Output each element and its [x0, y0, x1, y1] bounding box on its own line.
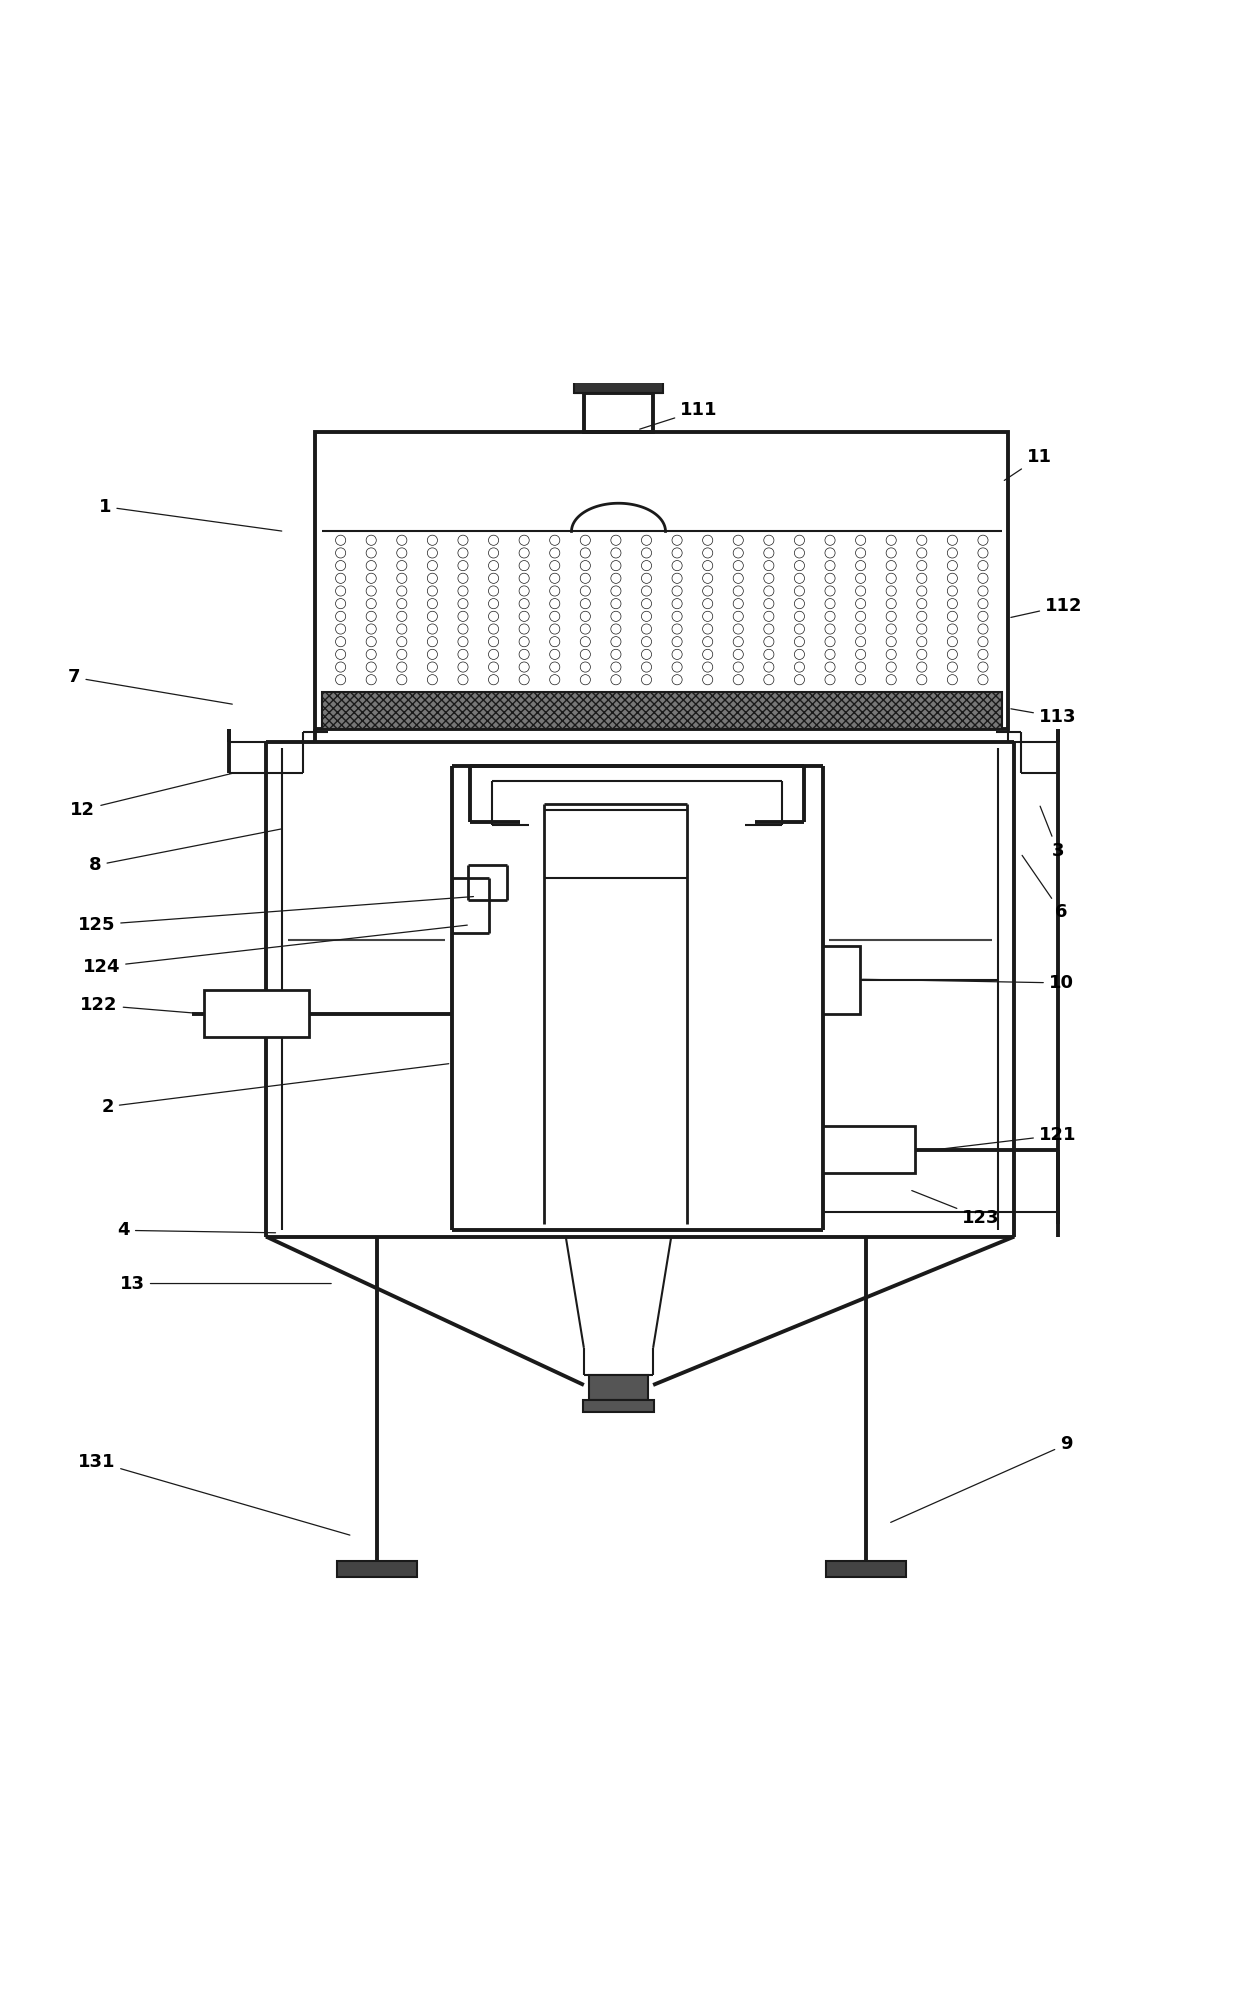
Text: 1: 1	[99, 497, 282, 531]
Text: 124: 124	[83, 925, 468, 975]
Text: 121: 121	[936, 1126, 1076, 1150]
Text: 122: 122	[80, 995, 202, 1014]
Text: 6: 6	[1022, 855, 1068, 921]
Bar	[584, 393, 653, 433]
Text: 3: 3	[1040, 805, 1064, 859]
Text: 13: 13	[120, 1274, 332, 1292]
Bar	[583, 1400, 654, 1412]
Text: 4: 4	[118, 1222, 276, 1240]
Text: 11: 11	[1004, 449, 1051, 481]
Text: 8: 8	[89, 829, 282, 875]
Bar	[574, 381, 663, 393]
Bar	[823, 1126, 915, 1174]
Text: 7: 7	[68, 669, 233, 705]
Bar	[315, 433, 1008, 729]
Bar	[823, 945, 860, 1014]
Text: 123: 123	[912, 1190, 999, 1228]
Text: 131: 131	[78, 1452, 350, 1534]
Text: 10: 10	[862, 973, 1074, 991]
Text: 112: 112	[1011, 597, 1082, 617]
Text: 125: 125	[78, 897, 474, 933]
Text: 2: 2	[101, 1064, 449, 1116]
Bar	[589, 1376, 648, 1400]
Text: 12: 12	[71, 773, 233, 819]
Bar	[204, 989, 309, 1038]
Bar	[322, 693, 1002, 729]
Text: 113: 113	[1011, 707, 1076, 725]
Text: 9: 9	[891, 1436, 1072, 1522]
Bar	[826, 1560, 905, 1576]
Text: 111: 111	[640, 401, 717, 429]
Bar	[336, 1560, 417, 1576]
